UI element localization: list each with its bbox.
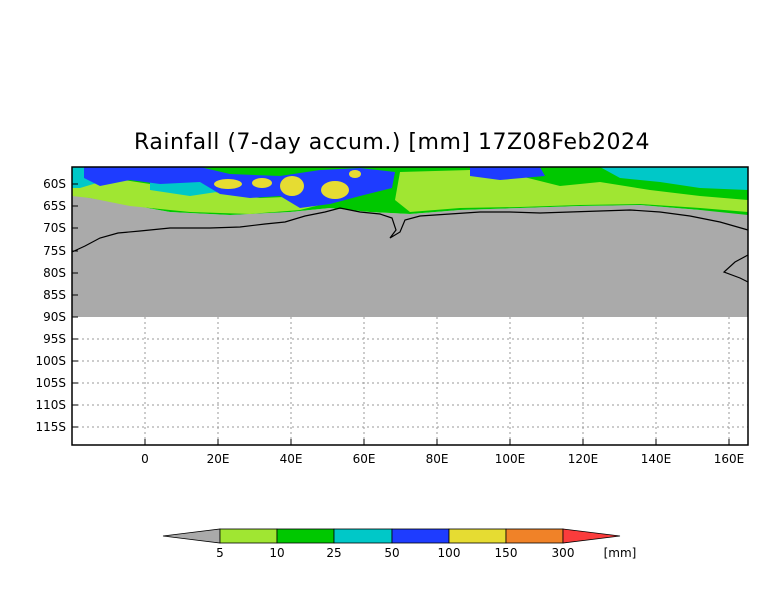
lon-axis-labels: 0 20E 40E 60E 80E 100E 120E 140E 160E [141, 452, 744, 466]
colorbar-unit: [mm] [604, 546, 637, 560]
colorbar-label: 10 [269, 546, 284, 560]
lon-label: 80E [426, 452, 449, 466]
rainfall-field [72, 167, 748, 215]
colorbar-label: 150 [495, 546, 518, 560]
colorbar-segment [448, 528, 507, 544]
colorbar-label: 5 [216, 546, 224, 560]
colorbar-segment [333, 528, 393, 544]
colorbar-label: 50 [384, 546, 399, 560]
lon-label: 60E [353, 452, 376, 466]
lat-ticks [72, 183, 78, 428]
colorbar-segment [391, 528, 450, 544]
lat-label: 105S [35, 376, 66, 390]
lon-label: 160E [714, 452, 745, 466]
coastline [71, 207, 749, 253]
lat-label: 65S [43, 199, 66, 213]
colorbar-low-triangle [162, 528, 221, 544]
colorbar [162, 528, 621, 544]
lat-label: 75S [43, 244, 66, 258]
map-title: Rainfall (7-day accum.) [mm] 17Z08Feb202… [134, 130, 650, 155]
lon-label: 40E [280, 452, 303, 466]
colorbar-label: 100 [438, 546, 461, 560]
lat-label: 85S [43, 288, 66, 302]
colorbar-segment [505, 528, 564, 544]
colorbar-segment [276, 528, 335, 544]
lat-label: 95S [43, 332, 66, 346]
antarctica-landmass [72, 195, 748, 317]
lat-label: 60S [43, 177, 66, 191]
lat-label: 70S [43, 221, 66, 235]
lon-label: 100E [495, 452, 526, 466]
colorbar-labels: 5 10 25 50 100 150 300 [mm] [216, 546, 636, 560]
lon-label: 0 [141, 452, 149, 466]
colorbar-label: 300 [552, 546, 575, 560]
lon-label: 140E [641, 452, 672, 466]
lat-label: 110S [35, 398, 66, 412]
lat-label: 115S [35, 420, 66, 434]
lat-axis-labels: 60S 65S 70S 75S 80S 85S 90S 95S 100S 105… [35, 177, 66, 434]
lon-label: 120E [568, 452, 599, 466]
colorbar-high-triangle [562, 528, 621, 544]
coastline-east [722, 254, 749, 283]
lon-ticks [144, 439, 730, 445]
plot-border [71, 166, 749, 446]
lat-label: 80S [43, 266, 66, 280]
lat-label: 100S [35, 354, 66, 368]
colorbar-label: 25 [326, 546, 341, 560]
grid-lines [72, 317, 748, 445]
lat-label: 90S [43, 310, 66, 324]
colorbar-segment [219, 528, 278, 544]
lon-label: 20E [207, 452, 230, 466]
